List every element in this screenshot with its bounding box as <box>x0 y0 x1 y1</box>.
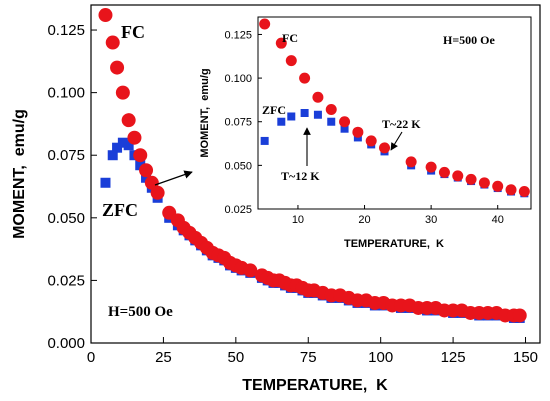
zfc-point <box>107 150 118 161</box>
zfc-point <box>287 112 296 121</box>
x-tick-label: 40 <box>492 214 504 226</box>
fc-point <box>121 113 136 128</box>
fc-point <box>452 170 464 182</box>
fc-point <box>379 142 391 154</box>
inset-zfc-label: ZFC <box>262 103 286 117</box>
y-tick-label: 0.075 <box>47 147 85 164</box>
zfc-point <box>313 110 322 119</box>
fc-point <box>518 186 530 198</box>
main-data-points <box>98 8 527 323</box>
t22-arrow <box>390 131 403 151</box>
fc-point <box>465 173 477 185</box>
x-tick-label: 100 <box>368 349 393 366</box>
x-tick-label: 50 <box>227 349 244 366</box>
y-tick-label: 0.025 <box>47 272 85 289</box>
fc-point <box>405 156 417 168</box>
fc-point <box>312 91 324 103</box>
fc-point <box>425 161 437 173</box>
inset-data-points <box>259 18 530 198</box>
zfc-point <box>260 136 269 145</box>
main-chart: 0 25 50 75 100 125 150 0.000 0.025 0.050 0.075 0.1… <box>11 4 541 394</box>
x-tick-label: 150 <box>513 349 538 366</box>
fc-point <box>243 263 258 278</box>
fc-point <box>299 72 311 84</box>
fc-point <box>259 18 271 30</box>
inset-y-axis-label: MOMENT, emu/g <box>199 68 211 157</box>
zfc-point <box>135 160 146 171</box>
x-tick-label: 125 <box>441 349 466 366</box>
zfc-point <box>117 137 128 148</box>
y-tick-label: 0.075 <box>224 117 252 129</box>
main-zfc-label: ZFC <box>102 200 138 220</box>
zfc-point <box>277 117 286 126</box>
inset-x-ticks: 10 20 30 40 <box>292 205 504 226</box>
fc-point <box>150 185 165 200</box>
main-y-axis-label: MOMENT, emu/g <box>11 109 28 239</box>
y-tick-label: 0.125 <box>47 22 85 39</box>
inset-chart: 10 20 30 40 0.025 0.050 0.075 0.100 0.125 TEMPE… <box>199 16 532 250</box>
main-field-label: H=500 Oe <box>108 304 173 320</box>
x-tick-label: 20 <box>358 214 370 226</box>
fc-point <box>275 37 287 49</box>
y-tick-label: 0.125 <box>224 29 252 41</box>
fc-point <box>339 116 351 128</box>
x-tick-label: 10 <box>292 214 304 226</box>
fc-point <box>352 126 364 138</box>
inset-y-ticks: 0.025 0.050 0.075 0.100 0.125 <box>224 29 262 216</box>
fc-point <box>478 177 490 189</box>
fc-point <box>438 166 450 178</box>
main-fc-label: FC <box>121 22 145 42</box>
zfc-point <box>112 142 123 153</box>
fc-point <box>115 85 130 100</box>
x-tick-label: 25 <box>155 349 172 366</box>
inset-x-axis-label: TEMPERATURE, K <box>344 238 444 250</box>
fc-point <box>105 35 120 50</box>
fc-point <box>285 55 297 67</box>
inset-t12-label: T~12 K <box>281 169 320 183</box>
y-tick-label: 0.050 <box>224 160 252 172</box>
zfc-point <box>327 117 336 126</box>
fc-point <box>110 60 125 75</box>
y-tick-label: 0.050 <box>47 210 85 227</box>
y-tick-label: 0.100 <box>224 73 252 85</box>
x-tick-label: 75 <box>300 349 317 366</box>
fc-point <box>325 104 337 116</box>
fc-point <box>512 308 527 323</box>
inset-pointer-arrow <box>154 170 193 186</box>
inset-field-label: H=500 Oe <box>443 33 496 47</box>
main-y-ticks: 0.000 0.025 0.050 0.075 0.100 0.125 <box>47 22 97 352</box>
y-tick-label: 0.000 <box>47 335 85 352</box>
zfc-point <box>300 109 309 117</box>
fc-point <box>505 184 517 196</box>
inset-t22-label: T~22 K <box>382 117 421 131</box>
fc-point <box>133 148 148 163</box>
y-tick-label: 0.025 <box>224 204 252 216</box>
main-x-axis-label: TEMPERATURE, K <box>242 377 388 394</box>
fc-point <box>365 135 377 147</box>
x-tick-label: 0 <box>87 349 95 366</box>
inset-plot-frame <box>257 16 532 210</box>
zfc-point <box>123 140 134 151</box>
main-x-ticks: 0 25 50 75 100 125 150 <box>87 337 538 366</box>
x-tick-label: 30 <box>425 214 437 226</box>
fc-point <box>492 180 504 192</box>
fc-point <box>127 130 142 145</box>
zfc-point <box>100 177 111 188</box>
zfc-point <box>141 172 152 183</box>
y-tick-label: 0.100 <box>47 85 85 102</box>
zfc-point <box>340 124 349 133</box>
inset-fc-label: FC <box>282 31 298 45</box>
fc-point <box>98 8 113 23</box>
main-plot-frame <box>90 4 541 344</box>
fc-point <box>139 163 154 178</box>
